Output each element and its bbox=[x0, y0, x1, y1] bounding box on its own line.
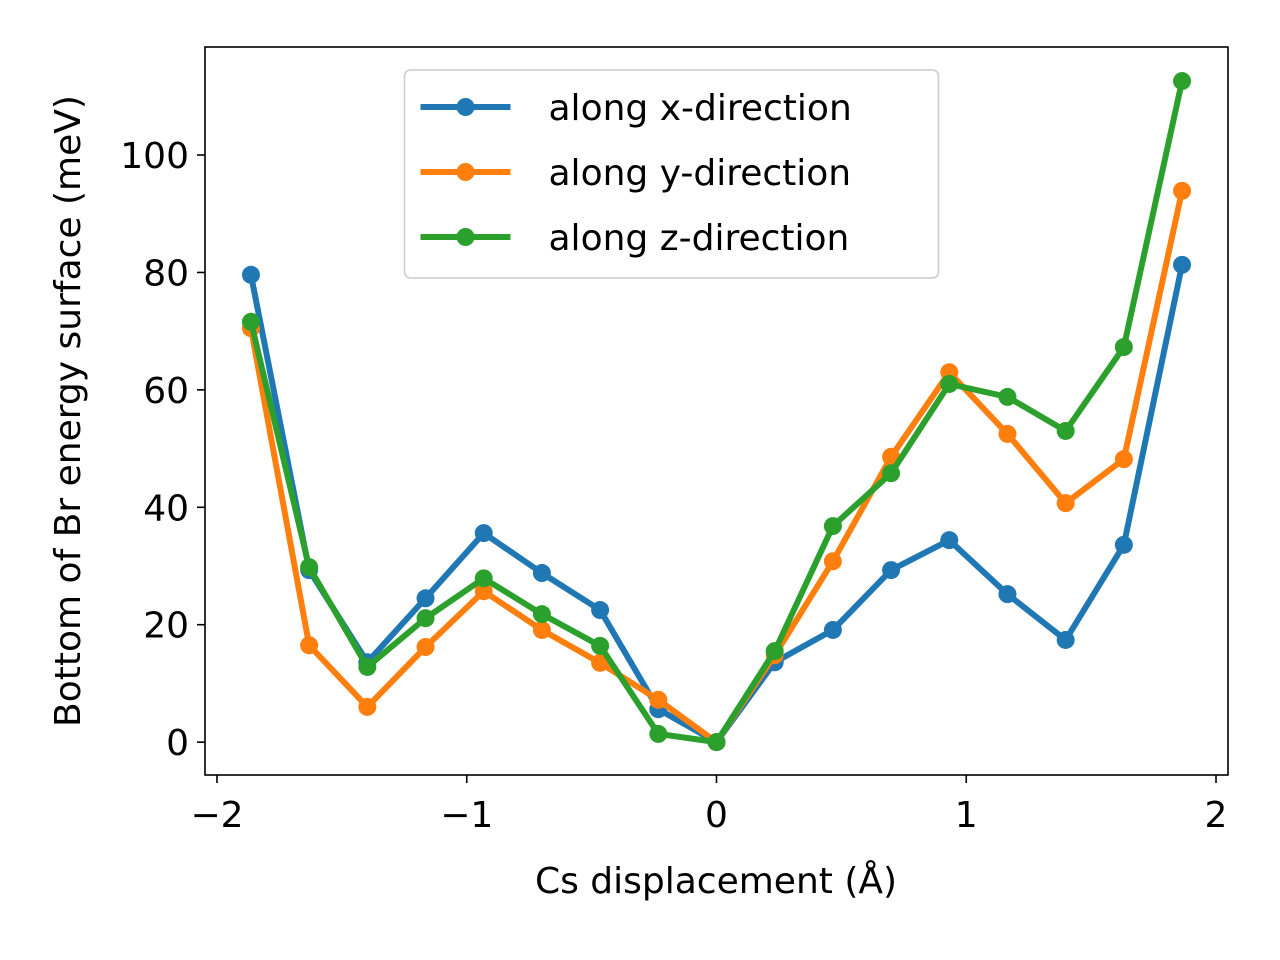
x-tick-label: 0 bbox=[705, 795, 728, 836]
y-tick-label: 0 bbox=[166, 723, 189, 764]
data-point bbox=[882, 464, 901, 483]
data-point bbox=[649, 690, 668, 709]
data-point bbox=[416, 589, 435, 608]
x-tick-label: 1 bbox=[955, 795, 978, 836]
data-point bbox=[940, 374, 959, 393]
data-point bbox=[1114, 535, 1133, 554]
data-point bbox=[998, 387, 1017, 406]
data-point bbox=[241, 312, 260, 331]
data-point bbox=[1056, 630, 1075, 649]
data-point bbox=[998, 585, 1017, 604]
legend-label: along y-direction bbox=[549, 153, 852, 194]
data-point bbox=[474, 582, 493, 601]
data-point bbox=[591, 636, 610, 655]
legend-box bbox=[403, 69, 940, 279]
legend-marker bbox=[456, 98, 475, 116]
data-point bbox=[591, 601, 610, 620]
data-point bbox=[300, 558, 319, 577]
data-point bbox=[998, 424, 1017, 443]
x-axis-label: Cs displacement (Å) bbox=[535, 859, 897, 902]
y-tick-label: 60 bbox=[143, 371, 189, 412]
x-tick-label: −1 bbox=[440, 795, 493, 836]
data-point bbox=[823, 517, 842, 536]
legend-marker bbox=[456, 163, 475, 181]
legend-marker bbox=[456, 228, 475, 246]
data-point bbox=[1173, 181, 1192, 200]
x-tick-label: 2 bbox=[1205, 795, 1228, 836]
data-point bbox=[416, 609, 435, 628]
legend-label: along z-direction bbox=[549, 218, 850, 259]
y-axis-label: Bottom of Br energy surface (meV) bbox=[48, 95, 89, 727]
data-point bbox=[1173, 255, 1192, 274]
plot-frame bbox=[204, 46, 1229, 776]
data-point bbox=[1114, 338, 1133, 357]
data-point bbox=[940, 531, 959, 550]
data-point bbox=[591, 653, 610, 672]
y-tick-label: 100 bbox=[120, 136, 189, 177]
data-point bbox=[707, 733, 726, 752]
data-point bbox=[882, 561, 901, 580]
data-point bbox=[358, 657, 377, 676]
data-point bbox=[300, 636, 319, 655]
data-point bbox=[416, 638, 435, 657]
data-point bbox=[358, 697, 377, 716]
data-point bbox=[649, 724, 668, 743]
data-point bbox=[532, 605, 551, 624]
data-point bbox=[823, 552, 842, 571]
y-tick-label: 80 bbox=[143, 253, 189, 294]
data-point bbox=[474, 524, 493, 543]
data-point bbox=[532, 620, 551, 639]
legend-label: along x-direction bbox=[549, 88, 852, 129]
x-tick-label: −2 bbox=[190, 795, 243, 836]
y-tick-label: 20 bbox=[143, 606, 189, 647]
data-point bbox=[1056, 421, 1075, 440]
series-line bbox=[248, 264, 1185, 746]
data-point bbox=[241, 265, 260, 284]
y-tick-label: 40 bbox=[143, 488, 189, 529]
data-point bbox=[1173, 72, 1192, 91]
data-point bbox=[1114, 450, 1133, 469]
data-point bbox=[1056, 494, 1075, 513]
data-point bbox=[532, 564, 551, 583]
data-point bbox=[823, 620, 842, 639]
data-point bbox=[765, 642, 784, 661]
data-point bbox=[474, 569, 493, 588]
